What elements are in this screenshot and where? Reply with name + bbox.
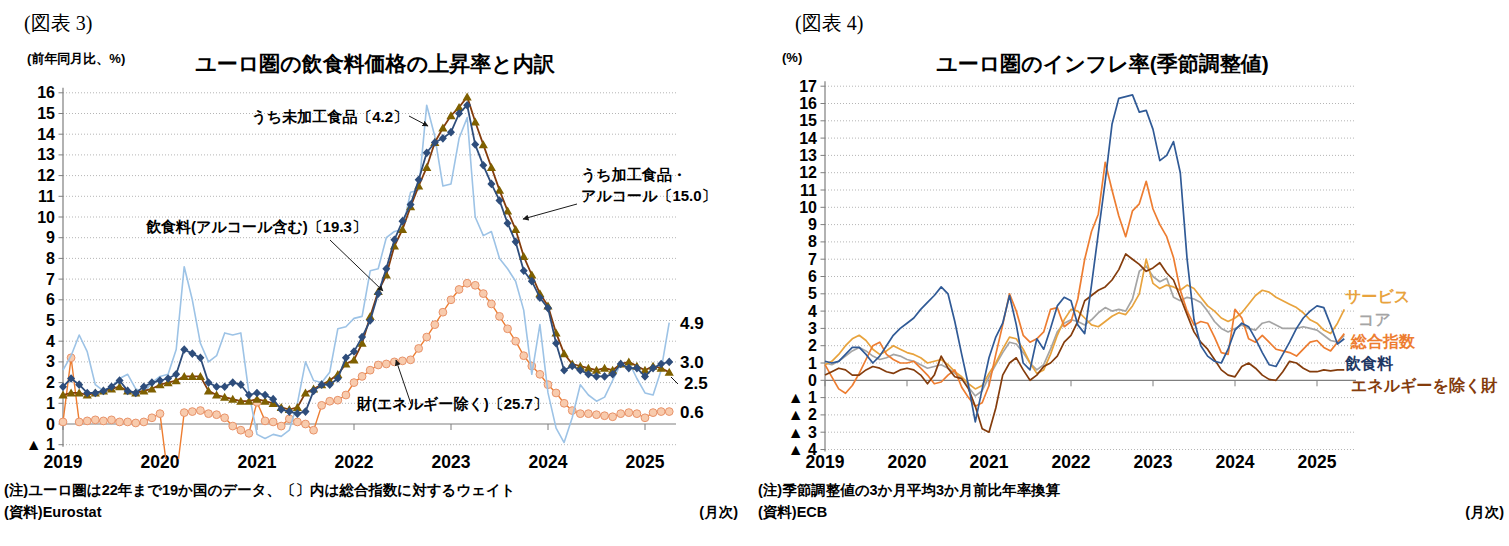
y-tick-label: 6 — [46, 291, 55, 308]
fig4-y-axis-unit: (%) — [782, 50, 802, 65]
x-tick-label: 2020 — [141, 452, 180, 472]
y-tick-label: 13 — [37, 146, 55, 163]
fig3-frequency: (月次) — [640, 503, 738, 522]
y-tick-label: 14 — [799, 130, 817, 147]
y-tick-label: 17 — [799, 78, 817, 95]
y-tick-label: 4 — [46, 333, 55, 350]
fig3-note: (注)ユーロ圏は22年まで19か国のデータ、〔〕内は総合指数に対するウェイト — [4, 481, 516, 500]
y-tick-label: 4 — [808, 303, 817, 320]
fig3-endlabel-goods: 0.6 — [680, 403, 704, 423]
y-tick-label: 16 — [799, 95, 817, 112]
x-tick-label: 2021 — [238, 452, 277, 472]
fig4-note: (注)季節調整値の3か月平均3か月前比年率換算 — [758, 481, 1060, 500]
fig3-y-axis-unit: (前年同月比、%) — [27, 50, 125, 68]
charts-canvas: ▲ 10123456789101112131415162019202020212… — [0, 0, 1509, 546]
x-tick-label: 2022 — [335, 452, 374, 472]
y-tick-label: 14 — [37, 126, 55, 143]
fig4-legend-core: コア — [1358, 310, 1391, 331]
y-tick-label: 7 — [808, 251, 817, 268]
x-tick-label: 2023 — [1134, 452, 1173, 472]
y-tick-label: 12 — [799, 164, 817, 181]
y-tick-label: ▲ 3 — [788, 424, 817, 441]
x-tick-label: 2024 — [529, 452, 568, 472]
y-tick-label: 11 — [38, 188, 55, 205]
fig3-annotation-food: 飲食料(アルコール含む)〔19.3〕 — [146, 218, 367, 237]
y-tick-label: 2 — [46, 374, 55, 391]
annotation-arrow — [330, 240, 383, 291]
series-line — [63, 97, 669, 410]
y-tick-label: 1 — [46, 395, 55, 412]
figure3-label: (図表 3) — [24, 10, 92, 37]
y-tick-label: 0 — [808, 372, 817, 389]
y-tick-label: 12 — [37, 167, 55, 184]
y-tick-label: 8 — [808, 233, 817, 250]
fig4-legend-goods-ex-energy: エネルギーを除く財 — [1351, 376, 1497, 397]
y-tick-label: 0 — [46, 416, 55, 433]
y-tick-label: 9 — [46, 229, 55, 246]
fig3-source: (資料)Eurostat — [4, 503, 101, 522]
y-tick-label: 5 — [46, 312, 55, 329]
y-tick-label: 6 — [808, 268, 817, 285]
y-tick-label: 16 — [37, 84, 55, 101]
y-tick-label: 11 — [800, 182, 817, 199]
x-tick-label: 2022 — [1052, 452, 1091, 472]
fig3-annotation-processed-line2: アルコール〔15.0〕 — [581, 187, 717, 206]
series-line — [825, 254, 1344, 432]
x-tick-label: 2024 — [1216, 452, 1255, 472]
y-tick-label: 8 — [46, 250, 55, 267]
fig3-title: ユーロ圏の飲食料価格の上昇率と内訳 — [140, 50, 610, 78]
fig4-frequency: (月次) — [1406, 503, 1504, 522]
y-tick-label: 10 — [37, 209, 55, 226]
y-tick-label: 7 — [46, 271, 55, 288]
y-tick-label: 15 — [37, 105, 55, 122]
x-tick-label: 2019 — [806, 452, 845, 472]
y-tick-label: 5 — [808, 285, 817, 302]
fig3-annotation-unprocessed: うち未加工食品〔4.2〕 — [228, 108, 408, 127]
fig3-endlabel-food: 3.0 — [680, 353, 704, 373]
y-tick-label: ▲ 2 — [788, 406, 817, 423]
fig4-legend-food: 飲食料 — [1345, 354, 1393, 375]
y-tick-label: 3 — [808, 320, 817, 337]
figure4-label: (図表 4) — [795, 10, 863, 37]
fig4-title: ユーロ圏のインフレ率(季節調整値) — [880, 50, 1325, 78]
fig3-endlabel-processed: 2.5 — [684, 374, 708, 394]
y-tick-label: ▲ 1 — [788, 389, 817, 406]
fig3-annotation-goods: 財(エネルギー除く)〔25.7〕 — [357, 395, 548, 414]
x-tick-label: 2020 — [888, 452, 927, 472]
y-tick-label: ▲ 1 — [26, 436, 55, 453]
fig4-source: (資料)ECB — [758, 503, 827, 522]
y-tick-label: 13 — [799, 147, 817, 164]
y-tick-label: 10 — [799, 199, 817, 216]
y-tick-label: 3 — [46, 353, 55, 370]
y-tick-label: 2 — [808, 337, 817, 354]
series-markers — [58, 93, 673, 414]
fig4-legend-headline: 総合指数 — [1351, 332, 1415, 353]
x-tick-label: 2025 — [1298, 452, 1337, 472]
y-tick-label: 15 — [799, 112, 817, 129]
x-tick-label: 2023 — [432, 452, 471, 472]
y-tick-label: 9 — [808, 216, 817, 233]
y-tick-label: 1 — [808, 355, 817, 372]
x-tick-label: 2021 — [970, 452, 1009, 472]
x-tick-label: 2025 — [626, 452, 665, 472]
fig3-endlabel-unprocessed: 4.9 — [680, 314, 704, 334]
fig4-legend-services: サービス — [1345, 287, 1410, 308]
x-tick-label: 2019 — [44, 452, 83, 472]
fig3-annotation-processed-line1: うち加工食品・ — [581, 166, 687, 185]
